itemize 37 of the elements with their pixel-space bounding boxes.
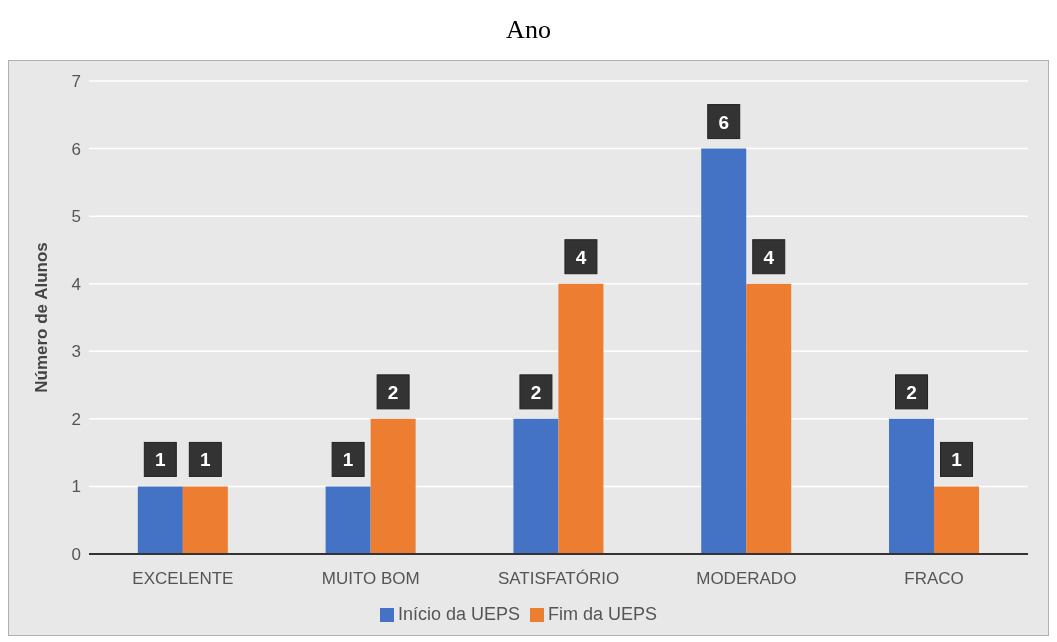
legend-label: Início da UEPS [397, 604, 521, 624]
bar [934, 486, 980, 554]
x-tick-label: FRACO [904, 569, 964, 589]
legend-label: Fim da UEPS [548, 604, 658, 624]
data-label: 2 [906, 381, 917, 403]
data-label: 4 [763, 246, 775, 268]
bar [137, 486, 183, 554]
data-label: 1 [951, 449, 963, 471]
bar [889, 418, 935, 554]
bar [746, 283, 792, 554]
y-tick-label: 7 [71, 72, 81, 92]
data-label: 1 [342, 449, 354, 471]
bar [370, 418, 416, 554]
data-label: 2 [387, 381, 399, 403]
y-tick-label: 1 [71, 477, 81, 497]
y-tick-label: 4 [71, 274, 81, 294]
data-label: 2 [530, 381, 542, 403]
chart-title: Ano [505, 14, 552, 46]
y-axis-title: Número de Alunos [32, 242, 52, 393]
y-tick-label: 5 [71, 207, 81, 227]
data-label: 1 [155, 449, 167, 471]
bar [325, 486, 371, 554]
bar [558, 283, 604, 554]
y-tick-label: 6 [71, 139, 81, 159]
x-tick-label: MODERADO [696, 569, 797, 589]
data-label: 1 [200, 449, 212, 471]
data-label: 6 [718, 111, 730, 133]
y-tick-label: 2 [71, 409, 81, 429]
y-tick-label: 0 [71, 545, 81, 565]
x-tick-label: SATISFATÓRIO [497, 569, 620, 589]
bar [701, 148, 747, 554]
x-tick-label: EXCELENTE [132, 569, 234, 589]
y-tick-label: 3 [71, 342, 81, 362]
x-tick-label: MUITO BOM [321, 569, 420, 589]
bar [182, 486, 228, 554]
data-label: 4 [575, 246, 587, 268]
bar [513, 418, 559, 554]
